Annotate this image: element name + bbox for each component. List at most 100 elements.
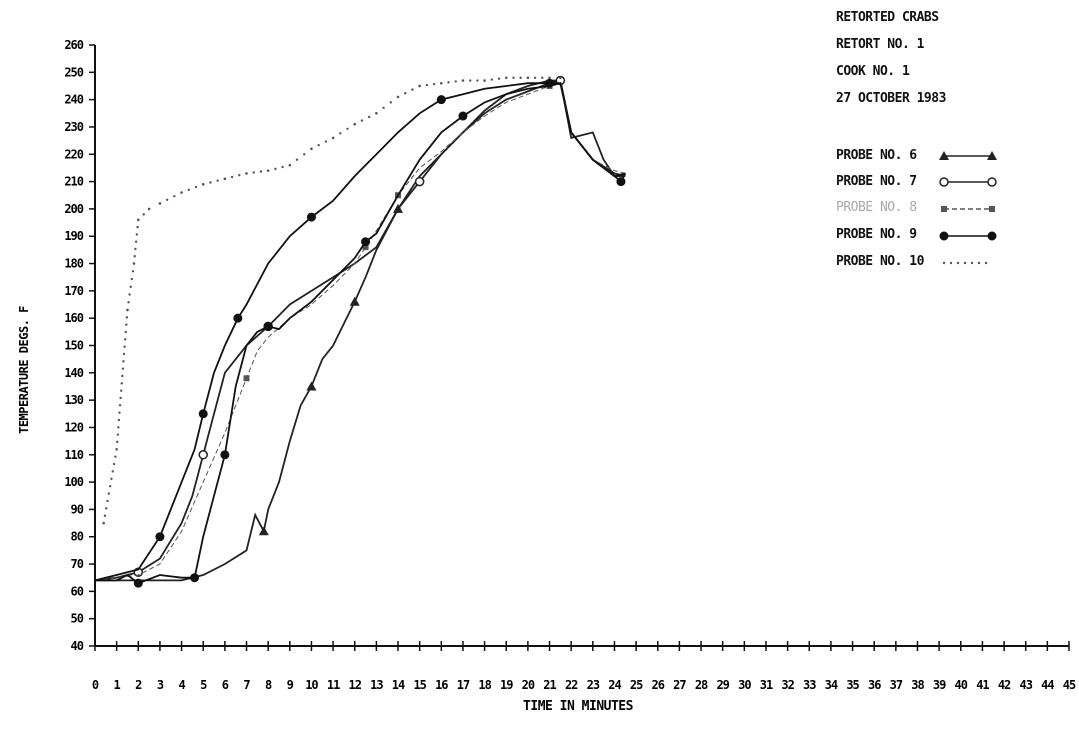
series-4-dot bbox=[121, 374, 124, 378]
series-4-dot bbox=[111, 470, 114, 473]
series-4-point bbox=[132, 262, 136, 265]
series-4-dot bbox=[118, 411, 121, 414]
series-4-dot bbox=[173, 194, 176, 198]
legend-swatch-4-dot bbox=[963, 261, 967, 265]
x-tick-label: 12 bbox=[349, 678, 362, 692]
legend-lines bbox=[939, 151, 997, 265]
series-4-dot bbox=[108, 484, 112, 488]
series-4-dot bbox=[133, 255, 136, 258]
series-4-dot bbox=[117, 426, 120, 429]
series-4-dot bbox=[490, 78, 494, 81]
series-4-dot bbox=[303, 153, 306, 156]
series-4-dot bbox=[360, 119, 364, 122]
y-tick-label: 220 bbox=[64, 147, 83, 161]
y-tick-label: 190 bbox=[64, 229, 83, 243]
legend-swatch-3-marker bbox=[987, 231, 997, 241]
legend-swatch-4-dot bbox=[977, 261, 981, 265]
series-4-point bbox=[353, 122, 357, 126]
series-4-point bbox=[526, 76, 530, 80]
series-4-dot bbox=[106, 499, 109, 503]
x-tick-label: 7 bbox=[243, 678, 250, 692]
series-5-point bbox=[233, 313, 243, 323]
x-axis-label: TIME IN MINUTES bbox=[523, 699, 634, 714]
series-3-point bbox=[220, 450, 230, 460]
y-tick-label: 200 bbox=[64, 202, 83, 216]
legend-swatch-0-marker bbox=[987, 151, 997, 160]
series-4-dot bbox=[110, 477, 113, 481]
x-tick-label: 41 bbox=[976, 678, 989, 692]
series-4-point bbox=[223, 177, 227, 181]
y-tick-label: 140 bbox=[64, 366, 83, 380]
x-tick-label: 30 bbox=[738, 678, 751, 692]
x-tick-label: 19 bbox=[500, 678, 513, 692]
x-tick-label: 42 bbox=[998, 678, 1011, 692]
series-0-line bbox=[95, 79, 626, 582]
series-0-point bbox=[258, 526, 269, 536]
series-5-point bbox=[155, 532, 165, 542]
legend-swatch-2 bbox=[941, 206, 995, 212]
y-tick-label: 210 bbox=[64, 175, 83, 189]
x-tick-label: 29 bbox=[716, 678, 729, 692]
series-4-dot bbox=[122, 352, 126, 356]
y-tick-label: 100 bbox=[64, 475, 83, 489]
legend-swatch-1-marker bbox=[939, 177, 949, 187]
series-4-dot bbox=[468, 79, 472, 82]
series-4 bbox=[102, 76, 562, 525]
series-4-dot bbox=[216, 179, 219, 182]
x-tick-label: 43 bbox=[1019, 678, 1032, 692]
series-4-point bbox=[102, 521, 105, 525]
series-4-point bbox=[158, 202, 162, 205]
legend-label-probe-8: PROBE NO. 8 bbox=[836, 200, 917, 215]
legend-swatch-4-dot bbox=[949, 261, 953, 265]
series-4-dot bbox=[238, 174, 241, 177]
y-tick-label: 170 bbox=[64, 284, 83, 298]
series-2-point bbox=[243, 375, 250, 382]
x-tick-label: 36 bbox=[868, 678, 881, 692]
series-4-point bbox=[504, 76, 508, 80]
legend-label-probe-7: PROBE NO. 7 bbox=[836, 174, 917, 189]
x-tick-label: 32 bbox=[781, 678, 794, 692]
legend-label-probe-6: PROBE NO. 6 bbox=[836, 148, 917, 163]
series-4-dot bbox=[117, 418, 121, 422]
x-tick-label: 2 bbox=[135, 678, 142, 692]
x-tick-label: 10 bbox=[305, 678, 318, 692]
series-4-point bbox=[180, 191, 183, 194]
x-tick-label: 28 bbox=[695, 678, 708, 692]
series-4-point bbox=[440, 81, 443, 85]
series-4-dot bbox=[324, 140, 328, 143]
series-4-dot bbox=[121, 367, 125, 370]
series-4-dot bbox=[135, 233, 139, 236]
series-4-dot bbox=[541, 76, 544, 79]
y-tick-label: 80 bbox=[71, 530, 84, 544]
x-tick-label: 38 bbox=[911, 678, 924, 692]
series-4-dot bbox=[123, 338, 127, 341]
series-1-point bbox=[198, 450, 208, 460]
series-4-dot bbox=[125, 316, 129, 319]
x-tick-label: 24 bbox=[608, 678, 621, 692]
series-4-dot bbox=[339, 132, 342, 135]
series-3-point bbox=[190, 573, 200, 583]
series-3 bbox=[95, 82, 627, 588]
x-tick-label: 22 bbox=[565, 678, 578, 692]
legend-swatch-2-marker bbox=[989, 206, 995, 212]
series-4-dot bbox=[317, 143, 320, 147]
series-4-point bbox=[245, 172, 248, 175]
series-5 bbox=[94, 78, 626, 582]
legend-swatch-0-marker bbox=[939, 151, 949, 160]
y-tick-label: 50 bbox=[71, 612, 84, 626]
series-4-dot bbox=[389, 101, 393, 104]
series-5-point bbox=[545, 78, 555, 88]
series-4-dot bbox=[119, 396, 122, 400]
legend-swatch-4-dot bbox=[942, 261, 946, 265]
series-4-dot bbox=[107, 492, 111, 495]
series-4-point bbox=[375, 111, 378, 115]
x-tick-label: 17 bbox=[457, 678, 470, 692]
series-4-dot bbox=[519, 76, 522, 79]
x-tick-label: 16 bbox=[435, 678, 448, 692]
chart-title: RETORTED CRABS bbox=[836, 10, 939, 25]
legend-swatch-3-marker bbox=[939, 231, 949, 241]
cook-number: COOK NO. 1 bbox=[836, 64, 910, 79]
x-tick-label: 4 bbox=[178, 678, 185, 692]
series-5-point bbox=[306, 212, 316, 222]
x-tick-label: 3 bbox=[157, 678, 164, 692]
